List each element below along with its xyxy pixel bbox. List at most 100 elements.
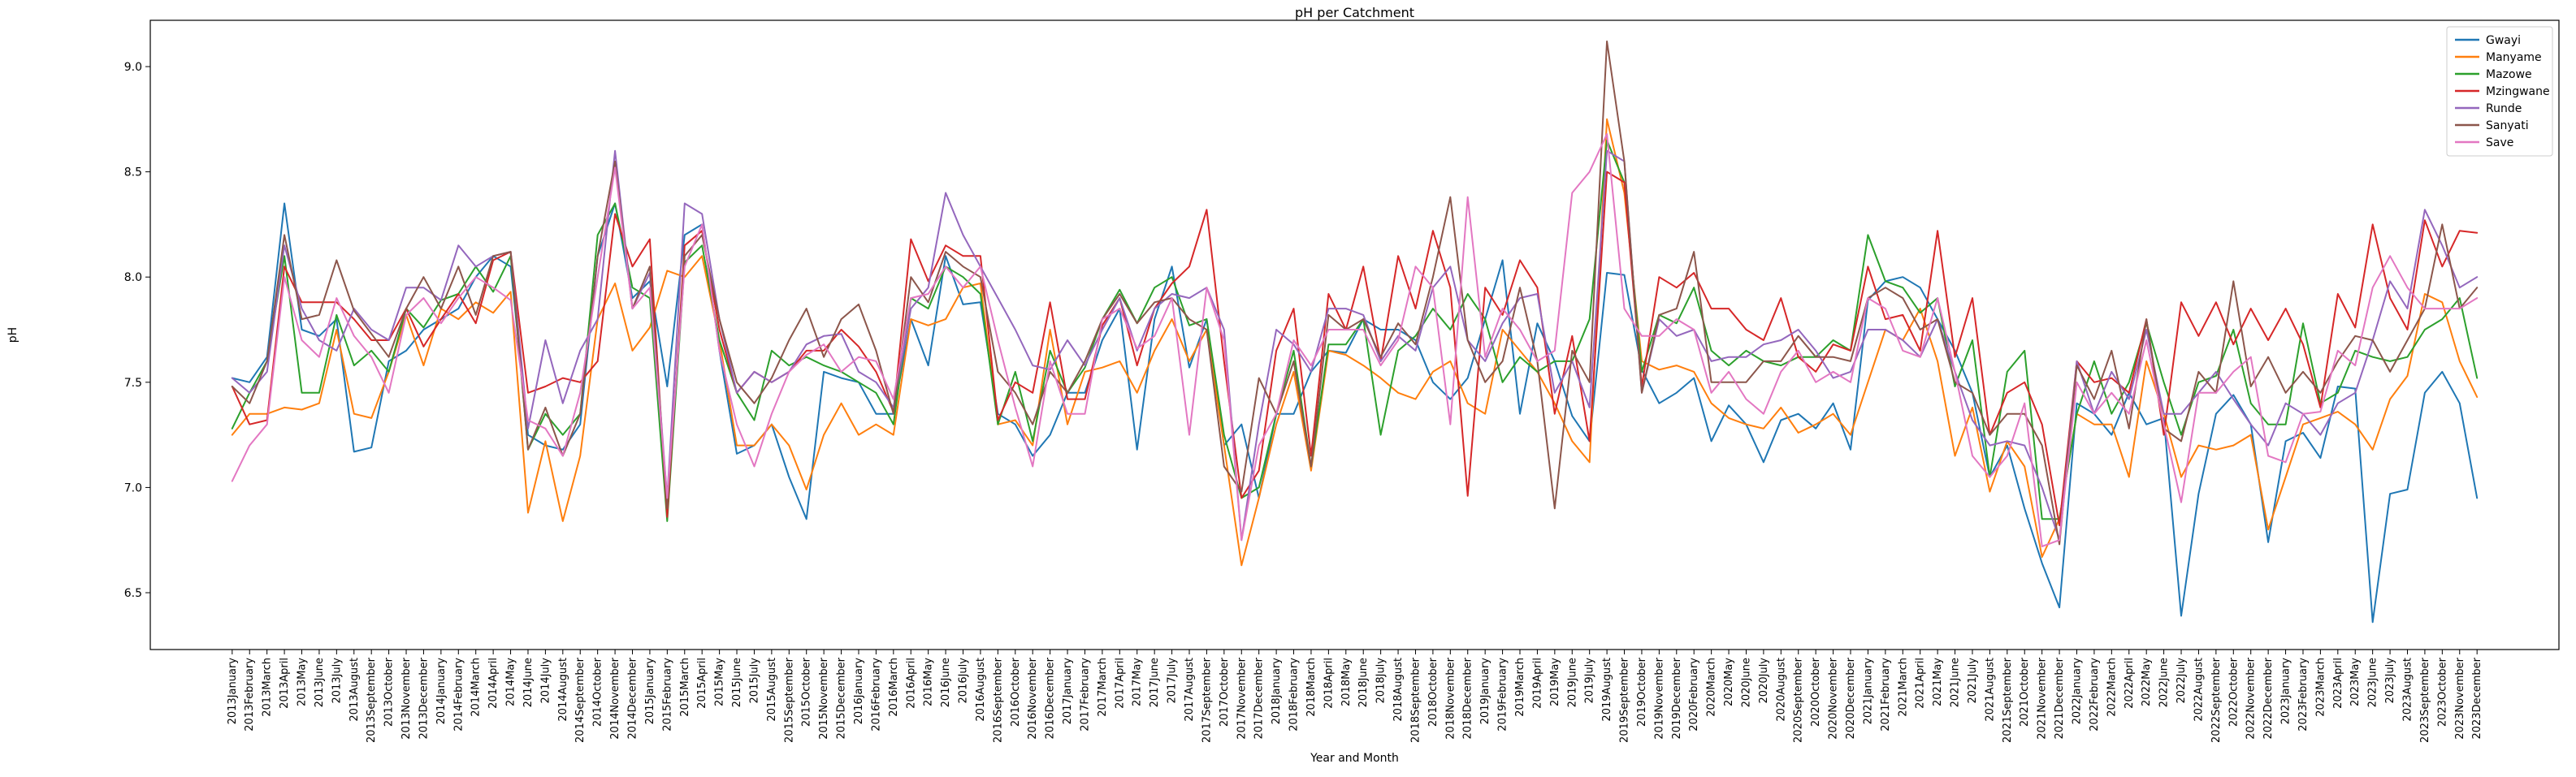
chart-title: pH per Catchment: [1295, 5, 1414, 20]
x-tick-label: 2021February: [1880, 658, 1892, 732]
x-tick-label: 2019December: [1671, 657, 1683, 739]
x-tick-label: 2023December: [2471, 657, 2483, 739]
x-tick-label: 2022March: [2106, 658, 2118, 717]
x-tick-label: 2016April: [905, 658, 917, 709]
y-tick-label: 7.5: [124, 377, 142, 390]
x-tick-label: 2018April: [1323, 658, 1335, 709]
series-lines: [231, 40, 2479, 624]
x-tick-label: 2014February: [452, 658, 465, 732]
x-tick-label: 2022January: [2071, 658, 2083, 725]
x-tick-label: 2019March: [1514, 658, 1526, 717]
x-tick-label: 2018June: [1357, 658, 1370, 707]
x-tick-label: 2017February: [1079, 658, 1091, 732]
x-tick-label: 2019May: [1549, 658, 1561, 706]
x-tick-label: 2015December: [836, 657, 848, 739]
x-axis-label: Year and Month: [1310, 752, 1399, 765]
x-tick-label: 2015May: [714, 658, 726, 706]
x-tick-label: 2013June: [314, 658, 326, 707]
x-tick-label: 2013March: [262, 658, 274, 717]
x-tick-label: 2018November: [1444, 657, 1457, 739]
x-tick-label: 2023April: [2332, 658, 2344, 709]
x-tick-label: 2022May: [2141, 658, 2153, 706]
x-tick-label: 2014May: [505, 658, 517, 706]
x-tick-label: 2014June: [522, 658, 535, 707]
x-tick-label: 2013August: [349, 658, 361, 722]
x-tick-label: 2019July: [1584, 658, 1596, 704]
x-tick-label: 2020December: [1845, 657, 1857, 739]
legend-label-save: Save: [2486, 136, 2513, 149]
x-tick-label: 2013July: [331, 658, 343, 704]
x-axis-ticks: 2013January 2013February 2013March 2013Apri…: [227, 650, 2483, 743]
legend-label-mazowe: Mazowe: [2486, 68, 2532, 81]
x-tick-label: 2014August: [557, 658, 569, 722]
x-tick-label: 2023October: [2436, 657, 2448, 727]
series-line-runde: [231, 149, 2479, 542]
legend: Gwayi Manyame Mazowe Mzingwane Runde Sanyati S…: [2446, 26, 2553, 157]
x-tick-label: 2016June: [940, 658, 952, 707]
x-tick-label: 2019January: [1479, 658, 1491, 725]
y-axis-ticks: 6.5 7.0 7.5 8.0 8.5 9.0: [124, 61, 150, 600]
x-tick-label: 2019September: [1619, 657, 1631, 743]
x-tick-label: 2019October: [1636, 657, 1648, 727]
x-tick-label: 2021May: [1932, 658, 1944, 706]
x-tick-label: 2019February: [1497, 658, 1509, 732]
x-tick-label: 2022July: [2176, 658, 2188, 704]
x-tick-label: 2021October: [2019, 657, 2031, 727]
x-tick-label: 2013May: [296, 658, 308, 706]
x-tick-label: 2017March: [1097, 658, 1109, 717]
x-tick-label: 2015February: [661, 658, 673, 732]
x-tick-label: 2014November: [609, 657, 621, 739]
x-tick-label: 2023February: [2297, 658, 2310, 732]
y-tick-label: 6.5: [124, 587, 142, 600]
x-tick-label: 2013November: [400, 657, 413, 739]
x-tick-label: 2022November: [2245, 657, 2258, 739]
x-tick-label: 2020November: [1828, 657, 1840, 739]
x-tick-label: 2016July: [958, 658, 970, 704]
x-tick-label: 2021November: [2037, 657, 2049, 739]
legend-label-sanyati: Sanyati: [2486, 119, 2529, 132]
x-tick-label: 2016May: [923, 658, 935, 706]
x-tick-label: 2014July: [539, 658, 552, 704]
x-tick-label: 2015November: [818, 657, 830, 739]
x-tick-label: 2017January: [1062, 658, 1074, 725]
x-tick-label: 2017October: [1219, 657, 1231, 727]
x-tick-label: 2018January: [1271, 658, 1283, 725]
x-tick-label: 2017November: [1236, 657, 1248, 739]
x-tick-label: 2022October: [2227, 657, 2240, 727]
x-tick-label: 2017May: [1132, 658, 1144, 706]
x-tick-label: 2014December: [627, 657, 639, 739]
x-tick-label: 2023May: [2349, 658, 2362, 706]
series-line-mazowe: [231, 139, 2479, 522]
x-tick-label: 2016August: [975, 658, 987, 722]
x-tick-label: 2021March: [1897, 658, 1909, 717]
legend-label-mzingwane: Mzingwane: [2486, 85, 2550, 98]
x-tick-label: 2015June: [731, 658, 743, 707]
x-tick-label: 2021June: [1950, 658, 1962, 707]
x-tick-label: 2022June: [2158, 658, 2171, 707]
x-tick-label: 2020May: [1723, 658, 1735, 706]
x-tick-label: 2019August: [1601, 658, 1613, 722]
x-tick-label: 2013September: [366, 657, 378, 743]
x-tick-label: 2020August: [1775, 658, 1787, 722]
x-tick-label: 2014March: [470, 658, 483, 717]
x-tick-label: 2013January: [227, 658, 239, 725]
x-tick-label: 2018October: [1427, 657, 1440, 727]
x-tick-label: 2023August: [2402, 658, 2414, 722]
x-tick-label: 2021December: [2054, 657, 2066, 739]
x-tick-label: 2021August: [1984, 658, 1996, 722]
x-tick-label: 2020February: [1688, 658, 1700, 732]
x-tick-label: 2016September: [992, 657, 1004, 743]
x-tick-label: 2018May: [1340, 658, 1353, 706]
x-tick-label: 2018September: [1409, 657, 1422, 743]
x-tick-label: 2014September: [574, 657, 587, 743]
x-tick-label: 2018December: [1462, 657, 1474, 739]
x-tick-label: 2023July: [2384, 658, 2396, 704]
series-line-manyame: [231, 118, 2479, 567]
x-tick-label: 2016February: [870, 658, 882, 732]
x-tick-label: 2013February: [244, 658, 256, 732]
x-tick-label: 2019November: [1653, 657, 1665, 739]
x-tick-label: 2015September: [783, 657, 795, 743]
x-tick-label: 2018March: [1305, 658, 1318, 717]
x-tick-label: 2020September: [1793, 657, 1805, 743]
